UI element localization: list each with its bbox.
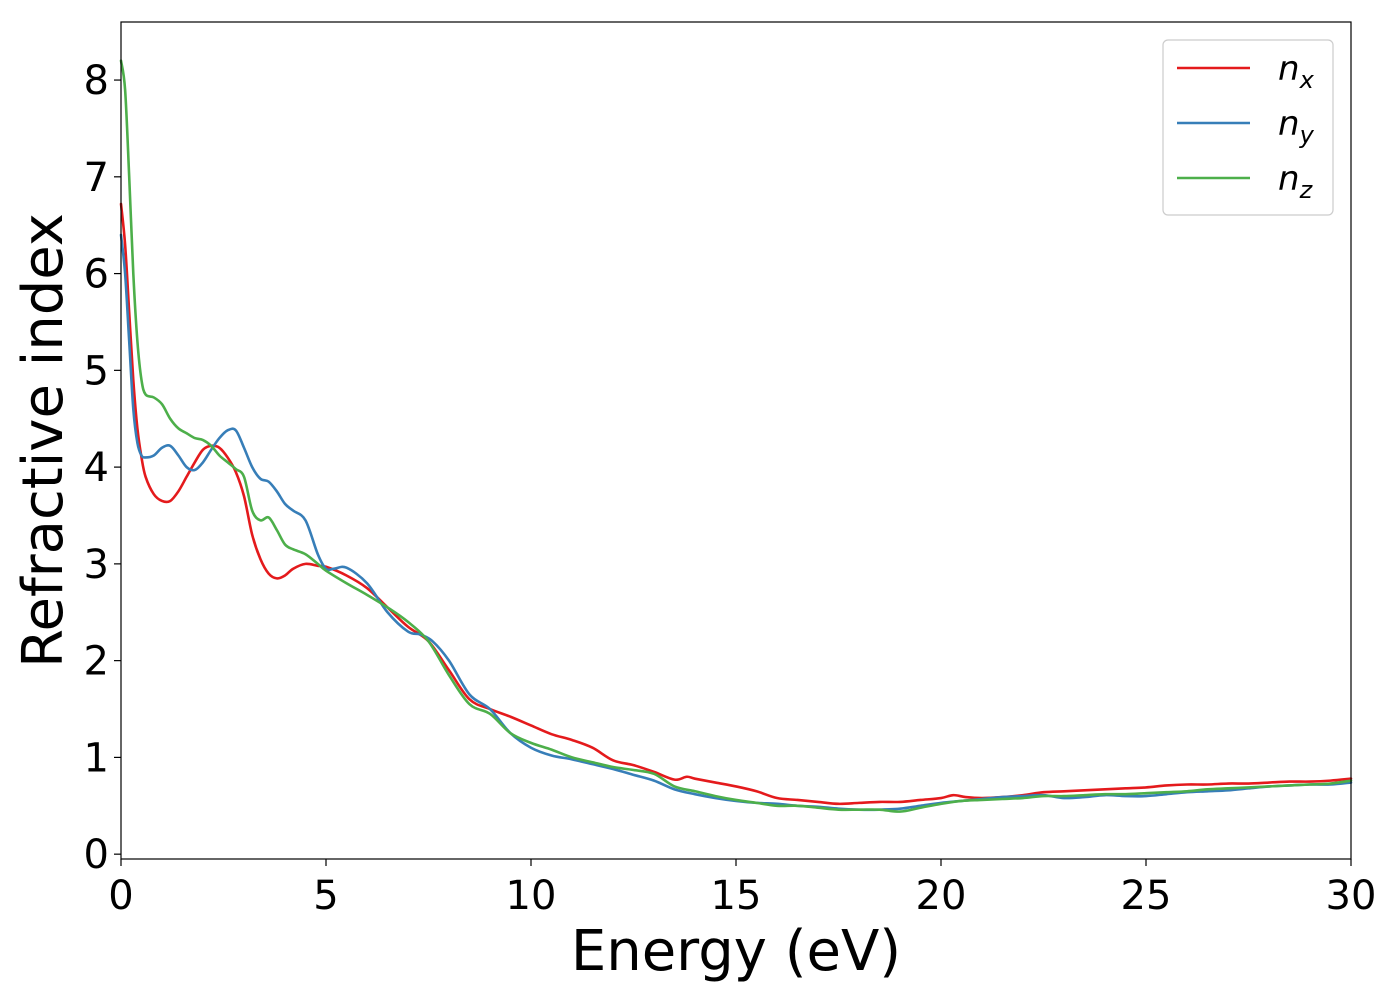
y-tick-label: 2	[84, 639, 109, 685]
y-axis-ticks: 0 1 2 3 4 5 6 7 8	[84, 58, 121, 878]
x-tick-label: 30	[1326, 873, 1377, 919]
y-tick-label: 6	[84, 252, 109, 298]
y-tick-label: 0	[84, 832, 109, 878]
x-tick-label: 20	[916, 873, 967, 919]
x-axis-ticks: 0 5 10 15 20 25 30	[108, 859, 1376, 919]
legend-label-nx: nx	[1278, 49, 1315, 94]
y-tick-label: 1	[84, 735, 109, 781]
series-line-ny	[119, 233, 1353, 812]
legend-label-main: n	[1278, 104, 1300, 144]
y-tick-label: 5	[84, 348, 109, 394]
y-tick-label: 8	[84, 58, 109, 104]
x-axis-label: Energy (eV)	[571, 919, 901, 984]
x-tick-label: 0	[108, 873, 133, 919]
y-tick-label: 4	[84, 445, 109, 491]
legend-label-subscript: y	[1299, 121, 1315, 149]
y-tick-label: 3	[84, 542, 109, 588]
plot-area-frame	[120, 21, 1352, 860]
x-tick-label: 15	[711, 873, 762, 919]
x-tick-label: 5	[313, 873, 338, 919]
series-line-nx	[119, 202, 1353, 806]
legend-label-subscript: x	[1299, 66, 1315, 94]
y-tick-label: 7	[84, 155, 109, 201]
series-line-nz	[119, 59, 1353, 813]
legend-label-subscript: z	[1299, 176, 1314, 204]
legend-label-main: n	[1278, 159, 1300, 199]
y-axis-label: Refractive index	[11, 213, 76, 668]
x-tick-label: 25	[1121, 873, 1172, 919]
series-layer	[119, 59, 1353, 813]
legend-box	[1162, 39, 1334, 216]
legend-label-main: n	[1278, 49, 1300, 89]
legend-label-ny: ny	[1278, 104, 1315, 149]
x-tick-label: 10	[506, 873, 557, 919]
legend-label-nz: nz	[1278, 159, 1314, 204]
